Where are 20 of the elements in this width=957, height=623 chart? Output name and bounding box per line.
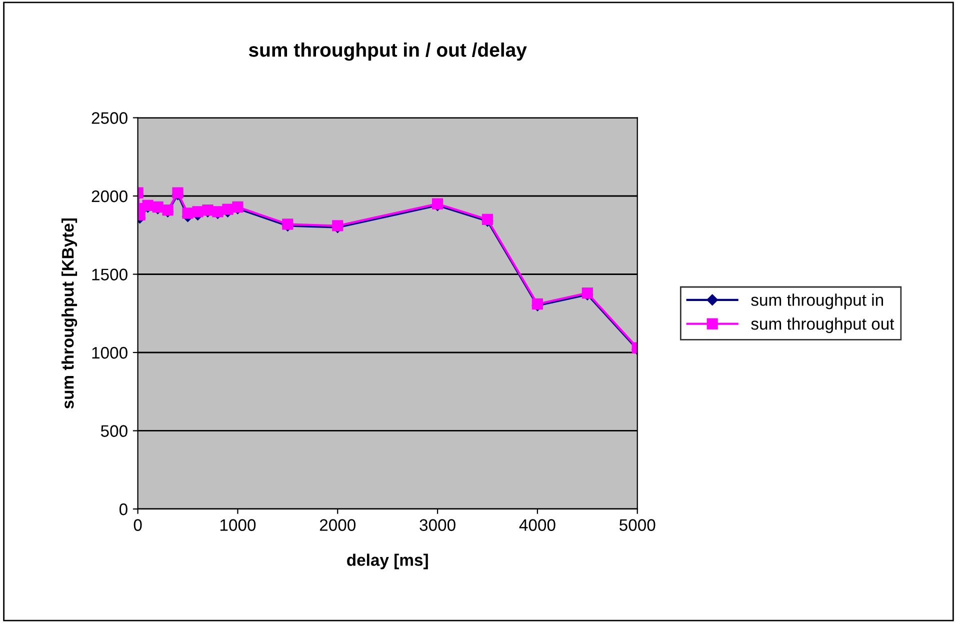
- x-axis-title: delay [ms]: [347, 554, 428, 570]
- legend-label: sum throughput out: [751, 318, 894, 334]
- y-tick-label: 2500: [92, 112, 128, 124]
- x-tick-label: 4000: [519, 519, 556, 531]
- point: [222, 204, 234, 215]
- x-tick-label: 5000: [619, 519, 656, 531]
- point: [182, 208, 194, 219]
- x-tick-label: 0: [134, 519, 142, 531]
- x-tick-label: 3000: [420, 519, 456, 531]
- y-tick-label: 1000: [92, 346, 128, 359]
- y-tick-label: 2000: [92, 190, 128, 202]
- y-tick-label: 500: [100, 425, 128, 437]
- y-tick-label: 0: [119, 503, 128, 516]
- x-tick-label: 1000: [220, 519, 256, 531]
- y-axis-title: sum throughput [KByte]: [62, 218, 78, 409]
- chart-title: sum throughput in / out /delay: [248, 42, 527, 61]
- legend-label: sum throughput in: [751, 294, 883, 310]
- x-tick-label: 2000: [320, 519, 356, 531]
- y-tick-label: 1500: [92, 268, 128, 280]
- point: [192, 206, 204, 218]
